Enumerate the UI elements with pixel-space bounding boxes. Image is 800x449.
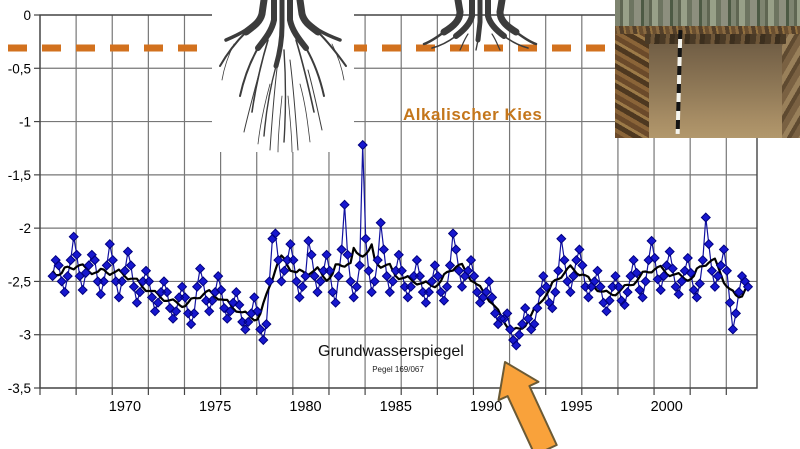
trend-line <box>51 243 749 331</box>
x-tick-label: 1975 <box>199 399 231 415</box>
soil-profile-face <box>649 40 782 138</box>
y-tick-label: -1 <box>19 115 31 130</box>
plot-border <box>39 14 758 389</box>
x-tick-label: 1995 <box>560 399 592 415</box>
orange-arrow-icon <box>497 361 558 449</box>
data-point-markers <box>47 139 754 351</box>
y-tick-label: 0 <box>23 8 31 23</box>
leaf-litter-left-wall <box>615 34 649 138</box>
y-tick-label: -0,5 <box>8 61 31 76</box>
y-tick-label: -3 <box>19 328 31 343</box>
y-tick-label: -2,5 <box>8 274 31 289</box>
soil-pit-edge <box>645 34 786 44</box>
x-tick-label: 1980 <box>289 399 321 415</box>
deep-root-illustration <box>212 0 354 153</box>
x-tick-label: 2000 <box>651 399 683 415</box>
y-tick-label: -1,5 <box>8 168 31 183</box>
soil-pit-photo <box>615 0 800 138</box>
y-tick-label: -2 <box>19 221 31 236</box>
series-label: Grundwasserspiegel <box>318 343 464 360</box>
x-tick-label: 1970 <box>109 399 141 415</box>
shallow-root-illustration <box>422 0 538 51</box>
soil-pit-right-wall <box>782 34 800 138</box>
x-tick-label: 1985 <box>380 399 412 415</box>
aquifer-label: Alkalischer Kies <box>403 105 543 124</box>
gauge-label: Pegel 169/067 <box>372 365 424 374</box>
y-tick-label: -3,5 <box>8 381 31 396</box>
x-tick-label: 1990 <box>470 399 502 415</box>
